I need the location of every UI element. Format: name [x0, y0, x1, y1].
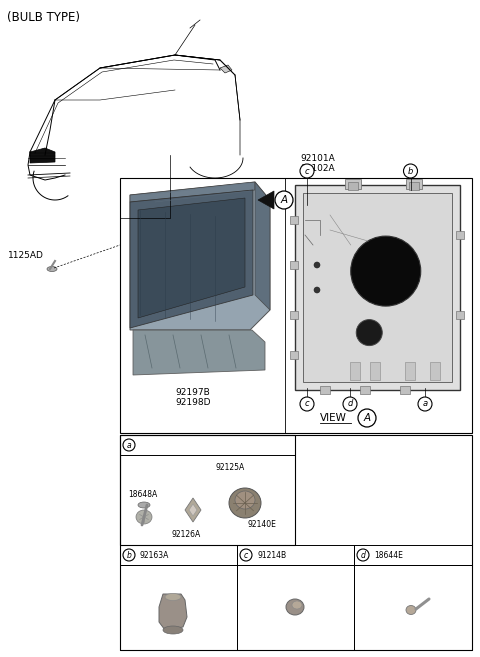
Circle shape — [240, 549, 252, 561]
Ellipse shape — [163, 626, 183, 634]
Bar — [409, 182, 419, 190]
Bar — [406, 179, 422, 189]
Circle shape — [418, 397, 432, 411]
Ellipse shape — [47, 267, 57, 271]
Bar — [360, 386, 370, 394]
Polygon shape — [130, 182, 270, 330]
Polygon shape — [133, 330, 265, 375]
Text: A: A — [363, 413, 371, 423]
Text: a: a — [127, 440, 132, 449]
Bar — [354, 565, 472, 650]
Polygon shape — [130, 190, 253, 328]
Circle shape — [343, 397, 357, 411]
Bar — [370, 362, 380, 380]
Ellipse shape — [136, 510, 152, 524]
Polygon shape — [138, 198, 245, 318]
Text: 92101A: 92101A — [300, 154, 336, 163]
Polygon shape — [220, 65, 232, 73]
Circle shape — [300, 397, 314, 411]
Bar — [237, 565, 354, 650]
Ellipse shape — [286, 599, 304, 615]
Bar — [400, 386, 410, 394]
Text: 1125AD: 1125AD — [8, 250, 44, 260]
Bar — [120, 435, 295, 455]
Ellipse shape — [292, 601, 302, 609]
Bar — [120, 435, 472, 650]
Circle shape — [356, 319, 382, 346]
Circle shape — [314, 262, 320, 268]
Bar — [345, 179, 361, 189]
Bar — [120, 435, 295, 545]
Ellipse shape — [165, 593, 181, 600]
Text: 92140E: 92140E — [248, 520, 277, 529]
Polygon shape — [159, 594, 187, 630]
Text: c: c — [305, 399, 309, 409]
Text: 92197B: 92197B — [176, 388, 210, 397]
Text: (BULB TYPE): (BULB TYPE) — [7, 11, 80, 24]
Text: d: d — [348, 399, 353, 409]
Bar — [290, 311, 298, 319]
Circle shape — [300, 164, 314, 178]
Bar — [120, 565, 237, 650]
Bar — [354, 545, 472, 565]
Circle shape — [123, 439, 135, 451]
Text: 92102A: 92102A — [300, 164, 336, 173]
Ellipse shape — [406, 606, 416, 614]
Polygon shape — [30, 148, 55, 163]
Text: 18648A: 18648A — [128, 490, 157, 499]
Bar — [290, 351, 298, 359]
Bar — [120, 545, 237, 565]
Text: 92126A: 92126A — [172, 530, 201, 539]
Bar — [350, 362, 360, 380]
Polygon shape — [130, 182, 255, 202]
Text: VIEW: VIEW — [320, 413, 347, 423]
Text: 18644E: 18644E — [374, 551, 403, 560]
Bar — [405, 362, 415, 380]
Bar — [303, 193, 452, 382]
Text: A: A — [280, 195, 288, 205]
Bar — [290, 216, 298, 224]
Bar — [290, 261, 298, 269]
Ellipse shape — [229, 488, 261, 518]
Polygon shape — [189, 504, 197, 516]
Circle shape — [314, 287, 320, 293]
Text: 92125A: 92125A — [215, 463, 244, 472]
Bar — [456, 231, 464, 239]
Ellipse shape — [235, 491, 255, 509]
Bar — [348, 182, 358, 190]
Bar — [237, 545, 354, 565]
Text: c: c — [244, 551, 248, 560]
Circle shape — [123, 549, 135, 561]
Text: b: b — [408, 166, 413, 175]
Text: 92198D: 92198D — [175, 398, 211, 407]
Bar — [295, 185, 460, 390]
Text: 91214B: 91214B — [257, 551, 286, 560]
Polygon shape — [185, 498, 201, 522]
Polygon shape — [258, 191, 274, 209]
Bar — [430, 362, 440, 380]
Circle shape — [275, 191, 293, 209]
Circle shape — [351, 236, 421, 306]
Text: a: a — [422, 399, 428, 409]
Circle shape — [357, 549, 369, 561]
Bar — [120, 178, 472, 433]
Text: b: b — [127, 551, 132, 560]
Circle shape — [404, 164, 418, 178]
Ellipse shape — [138, 502, 150, 508]
Text: 92163A: 92163A — [140, 551, 169, 560]
Bar — [320, 386, 330, 394]
Bar — [456, 311, 464, 319]
Circle shape — [358, 409, 376, 427]
Text: c: c — [305, 166, 309, 175]
Text: d: d — [360, 551, 365, 560]
Polygon shape — [255, 182, 270, 310]
